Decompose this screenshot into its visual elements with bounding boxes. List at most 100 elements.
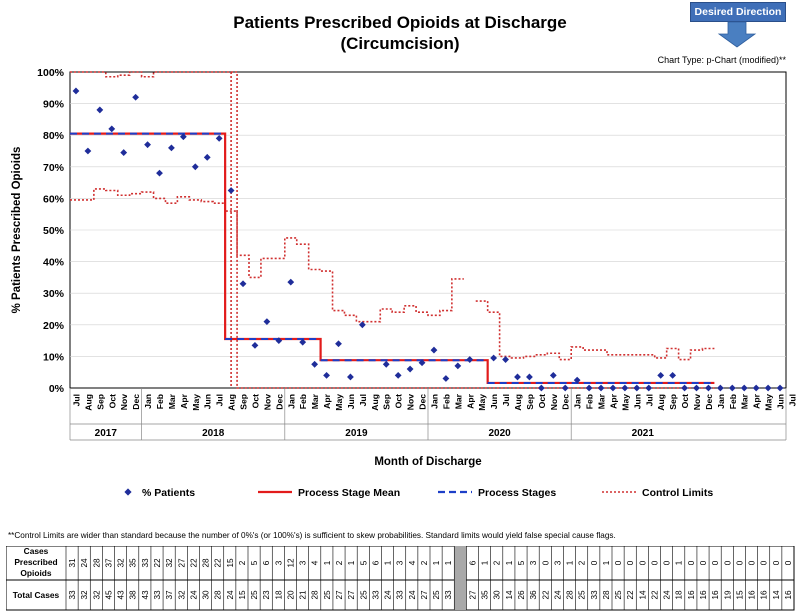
y-axis-label: % Patients Prescribed Opioids <box>11 147 23 314</box>
cell-prescribed: 4 <box>311 560 320 565</box>
month-tick-label: Dec <box>131 394 141 410</box>
data-point <box>239 280 247 288</box>
cell-prescribed: 0 <box>663 560 672 565</box>
month-tick-label: Dec <box>274 394 284 410</box>
cell-prescribed: 3 <box>299 560 308 565</box>
upper-control-limit <box>70 71 715 361</box>
data-point <box>203 153 211 161</box>
cell-prescribed: 3 <box>553 560 562 565</box>
month-tick-label: Apr <box>465 393 475 408</box>
cell-total: 27 <box>347 590 356 600</box>
month-tick-label: Sep <box>239 394 249 410</box>
legend-label: Process Stage Mean <box>298 487 400 499</box>
cell-total: 28 <box>214 590 223 600</box>
month-tick-label: Oct <box>250 394 260 408</box>
cell-prescribed: 28 <box>92 558 101 568</box>
cell-prescribed: 33 <box>141 558 150 568</box>
data-point <box>561 384 569 392</box>
cell-prescribed: 5 <box>250 560 259 565</box>
data-point <box>335 340 342 348</box>
row-label-prescribed: Cases Prescribed Opioids <box>14 546 57 578</box>
legend-label: % Patients <box>142 487 195 499</box>
y-tick-label: 60% <box>43 193 65 205</box>
control-limits-footnote: **Control Limits are wider than standard… <box>8 531 616 540</box>
month-tick-label: Jan <box>429 394 439 409</box>
month-tick-label: Dec <box>704 394 714 410</box>
data-point <box>347 373 354 381</box>
cell-prescribed: 6 <box>262 560 271 565</box>
cell-total: 32 <box>92 590 101 600</box>
month-tick-label: Jan <box>716 394 726 409</box>
data-point <box>705 384 712 392</box>
cell-prescribed: 4 <box>408 560 417 565</box>
month-tick-label: Nov <box>406 394 416 410</box>
month-tick-label: Jan <box>573 394 583 409</box>
cell-total: 36 <box>529 590 538 600</box>
data-point <box>573 376 581 384</box>
data-point <box>669 371 677 379</box>
month-tick-label: Aug <box>83 394 93 411</box>
month-tick-label: Aug <box>227 394 237 411</box>
cell-prescribed: 0 <box>541 560 550 565</box>
cell-total: 24 <box>663 590 672 600</box>
y-tick-label: 20% <box>43 320 65 332</box>
data-point <box>179 133 187 141</box>
desired-direction-label: Desired Direction <box>690 2 786 22</box>
cell-prescribed: 0 <box>614 560 623 565</box>
month-tick-label: Oct <box>680 394 690 408</box>
month-tick-label: Dec <box>561 394 571 410</box>
y-tick-label: 90% <box>43 99 65 111</box>
month-tick-label: Aug <box>656 394 666 411</box>
month-tick-label: Feb <box>441 394 451 409</box>
chart-title-line-2: (Circumcision) <box>340 34 460 53</box>
cell-prescribed: 2 <box>493 560 502 565</box>
data-point <box>657 371 665 379</box>
data-point <box>728 384 736 392</box>
cell-prescribed: 0 <box>638 560 647 565</box>
chart-title-line-1: Patients Prescribed Opioids at Discharge <box>233 13 567 32</box>
cell-total: 37 <box>165 590 174 600</box>
month-tick-label: Aug <box>513 394 523 411</box>
p-chart: 0% 10% 20% 30% 40% 50% 60% 70% 80% 90% 100% % Patie… <box>11 67 800 499</box>
cell-prescribed: 2 <box>420 560 429 565</box>
data-point <box>144 141 151 149</box>
cell-total: 32 <box>80 590 89 600</box>
x-axis-label: Month of Discharge <box>374 456 481 468</box>
cell-prescribed: 1 <box>347 560 356 565</box>
cell-prescribed: 3 <box>396 560 405 565</box>
cell-total: 27 <box>335 590 344 600</box>
month-tick-label: Jul <box>644 394 654 406</box>
cell-total: 16 <box>748 590 757 600</box>
y-tick-label: 50% <box>43 225 65 237</box>
data-point <box>227 187 235 194</box>
cell-total: 33 <box>68 590 77 600</box>
y-tick-label: 80% <box>43 130 65 142</box>
data-point <box>358 321 366 329</box>
month-tick-label: Jul <box>787 394 797 406</box>
cell-prescribed: 2 <box>335 560 344 565</box>
data-point <box>693 384 700 392</box>
y-tick-label: 0% <box>49 383 65 395</box>
cell-total: 25 <box>323 590 332 600</box>
month-tick-label: Jun <box>776 394 786 409</box>
cell-total: 23 <box>262 590 271 600</box>
data-point <box>681 384 688 392</box>
cell-prescribed: 1 <box>481 560 490 565</box>
cell-total: 27 <box>468 590 477 600</box>
cell-prescribed: 27 <box>177 558 186 568</box>
data-point <box>537 384 545 392</box>
month-tick-label: Apr <box>752 393 762 408</box>
cell-total: 30 <box>493 590 502 600</box>
month-tick-label: May <box>334 394 344 411</box>
cell-total: 45 <box>104 590 113 600</box>
month-tick-label: Jun <box>203 394 213 409</box>
cell-total: 16 <box>711 590 720 600</box>
data-point <box>156 169 163 177</box>
data-point <box>526 373 533 381</box>
cell-prescribed: 0 <box>650 560 659 565</box>
cell-prescribed: 31 <box>68 558 77 568</box>
data-point <box>549 371 557 379</box>
year-label: 2020 <box>488 428 511 439</box>
data-point <box>394 371 402 379</box>
